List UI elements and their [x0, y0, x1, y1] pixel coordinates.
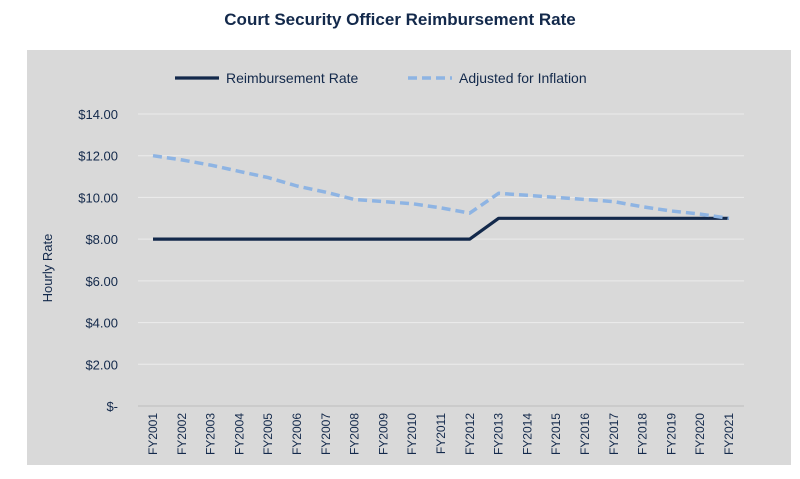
y-tick-label: $12.00: [78, 149, 118, 164]
x-tick-label: FY2018: [636, 413, 650, 455]
x-tick-label: FY2006: [290, 413, 304, 455]
chart-title: Court Security Officer Reimbursement Rat…: [224, 10, 576, 29]
y-tick-label: $4.00: [85, 316, 118, 331]
y-tick-label: $10.00: [78, 190, 118, 205]
legend-label: Adjusted for Inflation: [459, 70, 587, 86]
x-tick-label: FY2010: [405, 413, 419, 455]
x-tick-label: FY2015: [549, 413, 563, 455]
y-tick-label: $-: [106, 399, 118, 414]
gridlines: [138, 113, 744, 407]
x-tick-label: FY2008: [348, 413, 362, 455]
x-tick-label: FY2005: [261, 413, 275, 455]
x-axis-tick-labels: FY2001 FY2002 FY2003 FY2004 FY2005 FY2006 FY20…: [146, 413, 736, 455]
x-tick-label: FY2002: [175, 413, 189, 455]
y-tick-label: $8.00: [85, 232, 118, 247]
x-tick-label: FY2007: [319, 413, 333, 455]
series-lines: [152, 153, 730, 241]
x-tick-label: FY2009: [376, 413, 390, 455]
y-tick-label: $14.00: [78, 107, 118, 122]
x-tick-label: FY2019: [664, 413, 678, 455]
x-tick-label: FY2012: [463, 413, 477, 455]
x-tick-label: FY2016: [578, 413, 592, 455]
x-tick-label: FY2017: [607, 413, 621, 455]
x-tick-label: FY2001: [146, 413, 160, 455]
x-tick-label: FY2021: [722, 413, 736, 455]
x-tick-label: FY2003: [204, 413, 218, 455]
legend-label: Reimbursement Rate: [226, 70, 358, 86]
legend: Reimbursement Rate Adjusted for Inflation: [175, 70, 587, 86]
series-line-adjusted-for-inflation: [152, 153, 730, 221]
y-tick-label: $2.00: [85, 357, 118, 372]
y-axis-tick-labels: $- $2.00 $4.00 $6.00 $8.00 $10.00 $12.00 $14.00: [78, 107, 118, 414]
plot-panel: [27, 50, 791, 465]
y-axis-label: Hourly Rate: [40, 234, 55, 303]
x-tick-label: FY2013: [492, 413, 506, 455]
series-line-reimbursement-rate: [153, 216, 729, 241]
y-tick-label: $6.00: [85, 274, 118, 289]
x-tick-label: FY2011: [434, 413, 448, 454]
x-tick-label: FY2020: [693, 413, 707, 455]
x-tick-label: FY2014: [520, 413, 534, 455]
x-tick-label: FY2004: [232, 413, 246, 455]
